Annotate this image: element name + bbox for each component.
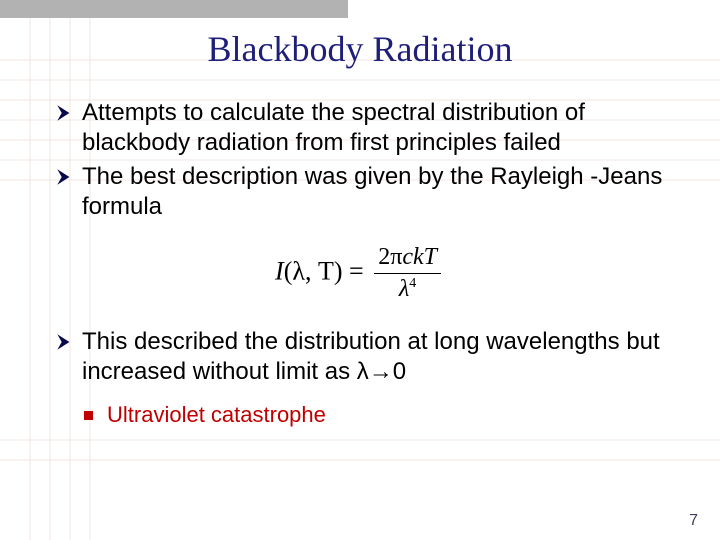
main-bullet-list: Attempts to calculate the spectral distr… <box>48 98 672 222</box>
main-bullet-list-2: This described the distribution at long … <box>48 327 672 387</box>
arrow-bullet-icon <box>54 166 76 188</box>
bullet-text: This described the distribution at long … <box>82 327 672 387</box>
list-item: This described the distribution at long … <box>54 327 672 387</box>
page-number: 7 <box>689 512 698 530</box>
header-bar <box>0 0 348 18</box>
arrow-bullet-icon <box>54 102 76 124</box>
page-title: Blackbody Radiation <box>48 28 672 70</box>
arrow-bullet-icon <box>54 331 76 353</box>
bullet-text: The best description was given by the Ra… <box>82 162 672 222</box>
bullet-text: Attempts to calculate the spectral distr… <box>82 98 672 158</box>
rayleigh-jeans-formula: I(λ, T) = 2πckT λ4 <box>275 244 445 303</box>
sub-bullet-list: Ultraviolet catastrophe <box>48 401 672 430</box>
list-item: Attempts to calculate the spectral distr… <box>54 98 672 158</box>
sub-bullet-text: Ultraviolet catastrophe <box>107 401 326 430</box>
list-item: Ultraviolet catastrophe <box>84 401 672 430</box>
square-bullet-icon <box>84 411 93 420</box>
list-item: The best description was given by the Ra… <box>54 162 672 222</box>
slide-content: Blackbody Radiation Attempts to calculat… <box>0 0 720 430</box>
formula-block: I(λ, T) = 2πckT λ4 <box>48 244 672 303</box>
